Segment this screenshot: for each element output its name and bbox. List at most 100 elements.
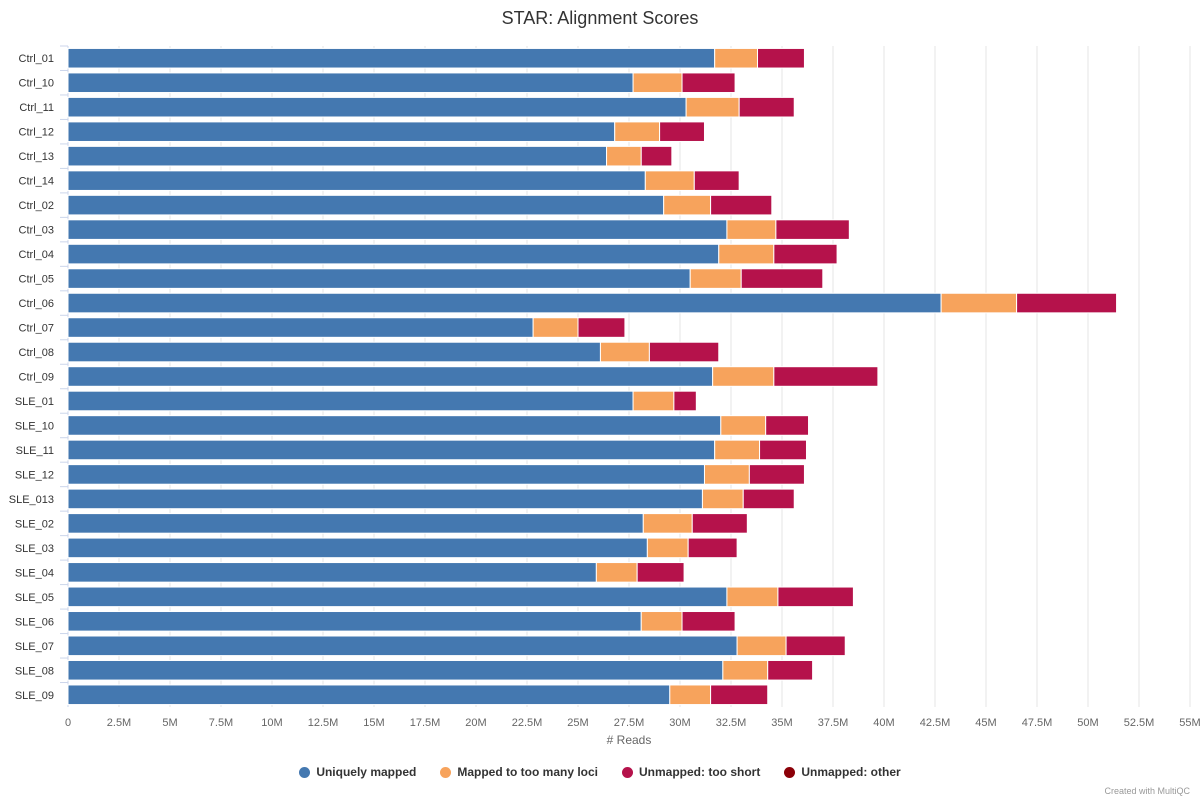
bar-segment[interactable] [785, 635, 846, 657]
bar-segment[interactable] [775, 219, 850, 240]
bar-segment[interactable] [722, 659, 769, 681]
chart-title: STAR: Alignment Scores [502, 8, 699, 28]
category-label: SLE_06 [15, 616, 54, 628]
bar-segment[interactable] [693, 170, 740, 191]
bar-segment[interactable] [669, 684, 712, 706]
bar-segment[interactable] [67, 513, 644, 534]
bar-segment[interactable] [648, 341, 720, 363]
bar-segment[interactable] [714, 47, 759, 69]
bar-segment[interactable] [712, 366, 775, 387]
bar-segment[interactable] [673, 390, 697, 412]
bar-segment[interactable] [67, 684, 671, 706]
bar-segment[interactable] [636, 562, 685, 583]
bar-segment[interactable] [67, 439, 716, 461]
bar-segment[interactable] [632, 72, 683, 94]
bar-segment[interactable] [773, 243, 838, 265]
bar-segment[interactable] [644, 170, 695, 191]
category-label: Ctrl_01 [19, 53, 54, 65]
bar-segment[interactable] [701, 488, 744, 510]
bar-segment[interactable] [532, 317, 579, 338]
bar-segment[interactable] [720, 415, 767, 436]
bar-segment[interactable] [632, 390, 675, 412]
bar-segment[interactable] [67, 194, 665, 216]
bar-segment[interactable] [67, 47, 716, 69]
bar-segment[interactable] [67, 488, 703, 510]
bar-segment[interactable] [646, 537, 689, 559]
bar-segment[interactable] [726, 586, 779, 608]
legend-item[interactable]: Unmapped: other [784, 765, 901, 779]
bar-segment[interactable] [67, 292, 942, 314]
bar-segment[interactable] [940, 292, 1018, 314]
legend-item[interactable]: Mapped to too many loci [440, 765, 598, 779]
bar-segment[interactable] [67, 415, 722, 436]
bar-segment[interactable] [691, 513, 748, 534]
bar-segment[interactable] [726, 219, 777, 240]
bar-segment[interactable] [67, 317, 534, 338]
bar-segment[interactable] [67, 145, 608, 167]
bar-segment[interactable] [67, 341, 601, 363]
bars-group [67, 47, 1118, 706]
bar-segment[interactable] [685, 96, 740, 118]
bar-segment[interactable] [67, 72, 634, 94]
bar-segment[interactable] [67, 586, 728, 608]
bar-segment[interactable] [765, 415, 810, 436]
bar-segment[interactable] [640, 145, 673, 167]
x-tick-label: 27.5M [614, 717, 645, 729]
bar-segment[interactable] [67, 268, 691, 289]
bar-segment[interactable] [710, 684, 769, 706]
bar-segment[interactable] [67, 96, 687, 118]
bar-segment[interactable] [659, 121, 705, 142]
bar-segment[interactable] [599, 341, 650, 363]
bar-segment[interactable] [67, 366, 714, 387]
bar-segment[interactable] [67, 659, 724, 681]
bar-segment[interactable] [681, 611, 736, 632]
x-tick-label: 12.5M [308, 717, 339, 729]
category-label: SLE_11 [16, 445, 54, 457]
bar-segment[interactable] [67, 243, 720, 265]
x-tick-label: 22.5M [512, 717, 543, 729]
bar-segment[interactable] [67, 537, 648, 559]
x-tick-label: 15M [363, 717, 384, 729]
bar-segment[interactable] [642, 513, 693, 534]
bar-segment[interactable] [738, 96, 795, 118]
category-label: SLE_12 [15, 469, 54, 481]
bar-segment[interactable] [689, 268, 742, 289]
bar-segment[interactable] [577, 317, 626, 338]
bar-segment[interactable] [710, 194, 773, 216]
x-tick-label: 40M [873, 717, 894, 729]
bar-segment[interactable] [777, 586, 854, 608]
legend-item[interactable]: Unmapped: too short [622, 765, 760, 779]
bar-segment[interactable] [67, 219, 728, 240]
bar-segment[interactable] [714, 439, 761, 461]
bar-segment[interactable] [718, 243, 775, 265]
legend-item[interactable]: Uniquely mapped [299, 765, 416, 779]
bar-segment[interactable] [67, 635, 738, 657]
bar-segment[interactable] [67, 170, 646, 191]
bar-segment[interactable] [767, 659, 814, 681]
category-label: Ctrl_03 [19, 225, 54, 237]
bar-segment[interactable] [773, 366, 879, 387]
bar-segment[interactable] [614, 121, 661, 142]
bar-segment[interactable] [67, 464, 705, 485]
bar-segment[interactable] [748, 464, 805, 485]
x-tick-label: 55M [1179, 717, 1200, 729]
category-label: SLE_02 [15, 518, 54, 530]
bar-segment[interactable] [67, 121, 616, 142]
bar-segment[interactable] [759, 439, 807, 461]
bar-segment[interactable] [67, 390, 634, 412]
bar-segment[interactable] [67, 562, 597, 583]
bar-segment[interactable] [640, 611, 683, 632]
bar-segment[interactable] [740, 268, 824, 289]
bar-segment[interactable] [67, 611, 642, 632]
bar-segment[interactable] [606, 145, 642, 167]
bar-segment[interactable] [703, 464, 750, 485]
bar-segment[interactable] [681, 72, 736, 94]
bar-segment[interactable] [742, 488, 795, 510]
bar-segment[interactable] [663, 194, 712, 216]
bar-segment[interactable] [687, 537, 738, 559]
bar-segment[interactable] [757, 47, 805, 69]
category-label: SLE_07 [15, 641, 54, 653]
bar-segment[interactable] [736, 635, 787, 657]
bar-segment[interactable] [595, 562, 638, 583]
bar-segment[interactable] [1016, 292, 1118, 314]
